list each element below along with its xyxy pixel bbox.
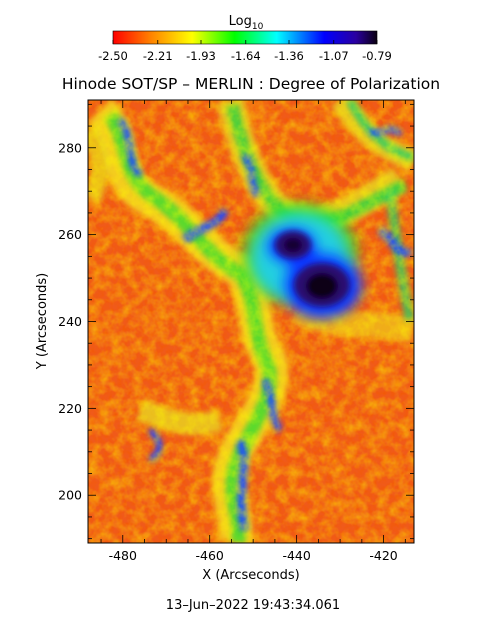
x-tick-label: -480 (109, 548, 137, 563)
y-tick-label: 260 (58, 227, 82, 242)
y-tick-label: 240 (58, 314, 82, 329)
y-tick-label: 200 (58, 488, 82, 503)
x-axis-label: X (Arcseconds) (202, 568, 299, 583)
colorbar-tick-label: -0.79 (362, 49, 392, 63)
x-tick-label: -460 (196, 548, 224, 563)
colorbar-tick-label: -2.50 (98, 49, 128, 63)
polarization-map (88, 100, 414, 543)
colorbar-tick-label: -2.21 (143, 49, 173, 63)
colorbar-tick-label: -1.64 (231, 49, 261, 63)
colorbar-title: Log10 (229, 14, 264, 32)
colorbar-ticks: -2.50 -2.21 -1.93 -1.64 -1.36 -1.07 -0.79 (98, 40, 392, 63)
timestamp: 13–Jun–2022 19:43:34.061 (166, 598, 340, 613)
plot-title: Hinode SOT/SP – MERLIN : Degree of Polar… (62, 75, 440, 93)
x-tick-label: -440 (282, 548, 310, 563)
colorbar-tick-label: -1.93 (186, 49, 216, 63)
y-axis-label: Y (Arcseconds) (35, 273, 50, 370)
colorbar (112, 30, 378, 45)
colorbar-tick-label: -1.36 (274, 49, 304, 63)
y-tick-label: 220 (58, 401, 82, 416)
axis-ticks: -480 -460 -440 -420 200 220 240 260 280 (58, 100, 414, 563)
y-tick-label: 280 (58, 140, 82, 155)
x-tick-label: -420 (369, 548, 397, 563)
colorbar-tick-label: -1.07 (319, 49, 349, 63)
